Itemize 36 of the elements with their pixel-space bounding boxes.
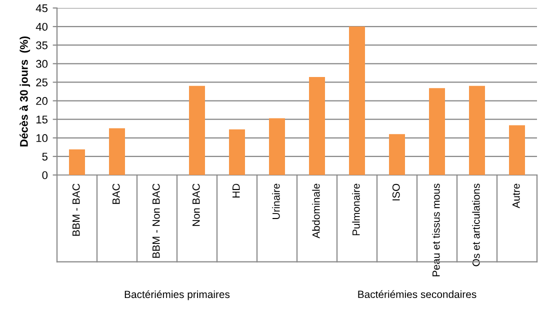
bar xyxy=(69,149,85,175)
bar xyxy=(109,128,125,175)
bar xyxy=(269,118,285,175)
x-tick-label: Os et articulations xyxy=(472,184,480,266)
y-tick-label: 35 xyxy=(36,41,48,50)
x-tick-label: Abdominale xyxy=(312,184,320,238)
bar xyxy=(389,134,405,175)
y-tick-label: 45 xyxy=(36,4,48,12)
bar xyxy=(189,86,205,175)
y-tick-label: 25 xyxy=(36,78,48,86)
text: Bactériémies secondaires xyxy=(358,290,476,298)
bar xyxy=(309,77,325,175)
y-tick-label: 5 xyxy=(42,152,48,161)
text: Bactériémies primaires xyxy=(124,290,230,300)
x-tick-label: BAC xyxy=(112,184,120,204)
bar xyxy=(429,88,445,175)
y-tick-label: 10 xyxy=(36,134,48,142)
x-tick-label: Peau et tissus mous xyxy=(432,184,440,276)
y-tick-label: 0 xyxy=(42,171,48,180)
bar xyxy=(469,86,485,175)
bar xyxy=(229,129,245,175)
x-tick-label: ISO xyxy=(392,184,400,200)
y-tick-label: 15 xyxy=(36,116,48,124)
y-axis-title: Décès à 30 jours (%) xyxy=(20,36,30,146)
bar xyxy=(509,125,525,175)
x-tick-label: HD xyxy=(232,184,240,198)
y-tick-label: 20 xyxy=(36,97,48,105)
bar xyxy=(349,26,365,175)
y-tick-label: 40 xyxy=(36,22,48,31)
x-tick-label: Urinaire xyxy=(272,184,280,219)
x-tick-label: Pulmonaire xyxy=(352,184,360,236)
x-tick-label: BBM - Non BAC xyxy=(152,184,160,258)
x-tick-label: BBM - BAC xyxy=(72,184,80,236)
x-tick-label: Non BAC xyxy=(192,184,200,226)
y-tick-label: 30 xyxy=(36,60,48,68)
x-tick-label: Autre xyxy=(512,184,520,208)
